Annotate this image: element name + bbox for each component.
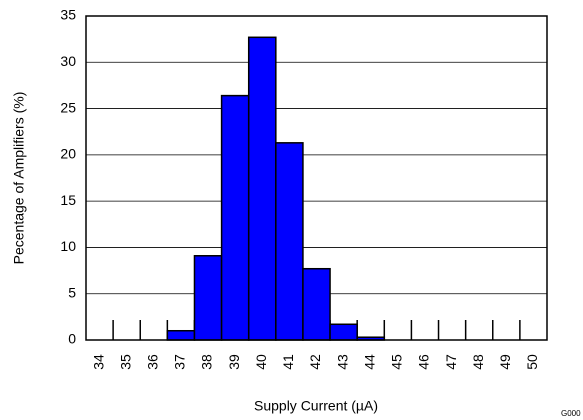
bar — [247, 36, 277, 341]
y-tick-label: 0 — [68, 331, 76, 347]
x-tick-label: 37 — [172, 354, 188, 370]
x-tick-label: 50 — [524, 354, 540, 370]
x-tick-label: 43 — [334, 354, 350, 370]
bar — [275, 142, 304, 341]
x-tick-label: 47 — [443, 354, 459, 370]
x-tick-label: 46 — [416, 354, 432, 370]
x-tick-label: 49 — [497, 354, 513, 370]
y-tick-label: 35 — [60, 7, 76, 23]
x-tick-label: 36 — [144, 354, 160, 370]
y-tick-label: 20 — [60, 146, 76, 162]
x-tick-label: 35 — [117, 354, 133, 370]
y-tick-label: 30 — [60, 53, 76, 69]
bar — [329, 323, 358, 341]
x-tick-label: 48 — [470, 354, 486, 370]
bar — [166, 329, 196, 341]
bar — [220, 94, 250, 341]
bar — [193, 255, 223, 341]
x-tick-label: 38 — [199, 354, 215, 370]
x-tick-label: 42 — [307, 354, 323, 370]
x-tick-label: 40 — [253, 354, 269, 370]
y-tick-label: 10 — [60, 238, 76, 254]
footnote: G000 — [561, 409, 581, 418]
plot-frame — [85, 15, 548, 341]
y-tick-label: 25 — [60, 99, 76, 115]
x-tick-label: 44 — [361, 354, 377, 370]
x-tick-label: 45 — [389, 354, 405, 370]
x-tick-label: 34 — [90, 354, 106, 370]
x-axis-label: Supply Current (µA) — [254, 398, 378, 414]
y-tick-label: 5 — [68, 284, 76, 300]
x-tick-label: 41 — [280, 354, 296, 370]
x-tick-label: 39 — [226, 354, 242, 370]
bar — [302, 267, 331, 341]
y-axis-label: Pecentage of Amplifiers (%) — [11, 92, 27, 265]
y-tick-label: 15 — [60, 192, 76, 208]
